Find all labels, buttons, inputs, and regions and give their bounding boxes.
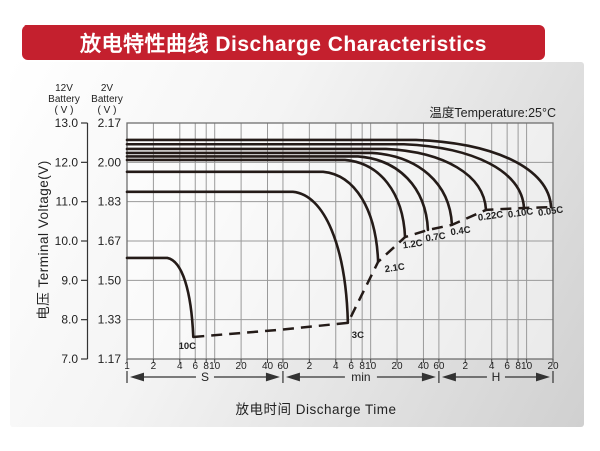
x-tick-label: 8 xyxy=(515,361,521,372)
discharge-curve-2.1C xyxy=(125,170,380,264)
y-tick-label-2v: 1.33 xyxy=(98,313,122,327)
x-tick-label: 8 xyxy=(203,361,209,372)
rate-label-2.1C: 2.1C xyxy=(384,262,406,276)
left-arrow-icon xyxy=(130,372,144,382)
x-tick-label: 10 xyxy=(365,361,377,372)
y-tick-label-2v: 2.00 xyxy=(98,155,122,169)
title-banner: 放电特性曲线 Discharge Characteristics xyxy=(22,25,545,60)
x-tick-label: 40 xyxy=(418,361,430,372)
y-axis-2v-header-line3: ( V ) xyxy=(98,105,117,116)
left-arrow-icon xyxy=(285,372,300,382)
discharge-curve-0.22C xyxy=(125,147,488,212)
rate-label-3C: 3C xyxy=(352,330,364,341)
page-title: 放电特性曲线 Discharge Characteristics xyxy=(80,32,487,56)
right-arrow-icon xyxy=(265,372,280,382)
y-tick-label-12v: 12.0 xyxy=(55,155,79,169)
discharge-curve-0.10C xyxy=(125,142,526,210)
y-tick-label-2v: 2.17 xyxy=(98,116,122,130)
x-tick-label: 10 xyxy=(209,361,221,372)
rate-label-0.05C: 0.05C xyxy=(537,204,564,218)
rate-label-0.7C: 0.7C xyxy=(425,231,447,245)
x-tick-label: 60 xyxy=(277,361,289,372)
banner-tail-shape xyxy=(24,25,60,41)
y-axis-12v-header-line2: Battery xyxy=(48,94,80,105)
x-tick-label: 4 xyxy=(489,361,495,372)
y-tick-label-12v: 8.0 xyxy=(61,313,78,327)
y-tick-label-2v: 1.17 xyxy=(98,352,122,366)
y-tick-label-2v: 1.83 xyxy=(98,195,122,209)
right-arrow-icon xyxy=(536,372,550,382)
y-tick-label-2v: 1.50 xyxy=(98,273,122,287)
y-axis-12v-header-line3: ( V ) xyxy=(55,105,74,116)
discharge-curve-10C xyxy=(125,256,195,339)
rate-label-1.2C: 1.2C xyxy=(402,238,424,252)
x-tick-label: 6 xyxy=(192,361,198,372)
y-tick-label-12v: 11.0 xyxy=(56,195,79,209)
y-tick-label-12v: 9.0 xyxy=(61,273,78,287)
cutoff-voltage-dashed-line xyxy=(193,205,552,339)
y-axis-title: 电压 Terminal Voltage(V) xyxy=(36,160,51,320)
x-axis-title: 放电时间 Discharge Time xyxy=(235,402,396,417)
x-tick-label: 2 xyxy=(463,361,469,372)
section-label-H: H xyxy=(492,370,501,384)
y-axis-2v-header-line2: Battery xyxy=(91,94,123,105)
x-tick-label: 4 xyxy=(177,361,183,372)
y-tick-label-12v: 13.0 xyxy=(55,116,79,130)
discharge-curve-0.4C xyxy=(125,151,454,227)
x-tick-label: 4 xyxy=(333,361,339,372)
section-label-min: min xyxy=(351,370,370,384)
x-tick-label: 2 xyxy=(151,361,157,372)
x-tick-label: 6 xyxy=(348,361,354,372)
x-tick-label: 40 xyxy=(262,361,274,372)
discharge-curve-0.7C xyxy=(125,155,430,232)
x-tick-label: 20 xyxy=(236,361,248,372)
y-axis-2v-header-line1: 2V xyxy=(101,83,114,94)
section-label-S: S xyxy=(201,370,209,384)
y-tick-label-12v: 7.0 xyxy=(61,352,78,366)
temperature-note: 温度Temperature:25°C xyxy=(429,105,556,120)
y-axis-12v-header-line1: 12V xyxy=(55,83,73,94)
right-arrow-icon xyxy=(421,372,436,382)
x-tick-label: 60 xyxy=(433,361,445,372)
rate-label-10C: 10C xyxy=(179,341,197,352)
plot-frame xyxy=(126,122,554,360)
discharge-curve-1.2C xyxy=(125,158,407,239)
discharge-curve-3C xyxy=(125,190,350,325)
x-tick-label: 1 xyxy=(124,361,130,372)
x-tick-label: 6 xyxy=(504,361,510,372)
x-tick-label: 20 xyxy=(547,361,559,372)
x-tick-label: 8 xyxy=(359,361,365,372)
discharge-curve-0.05C xyxy=(125,138,553,209)
x-tick-label: 20 xyxy=(391,361,403,372)
rate-label-0.22C: 0.22C xyxy=(477,209,504,223)
left-arrow-icon xyxy=(441,372,456,382)
x-tick-label: 2 xyxy=(307,361,313,372)
rate-label-0.4C: 0.4C xyxy=(450,225,472,239)
x-tick-label: 10 xyxy=(521,361,533,372)
rate-label-0.10C: 0.10C xyxy=(507,206,534,220)
y-tick-label-12v: 10.0 xyxy=(55,234,79,248)
y-tick-label-2v: 1.67 xyxy=(98,234,122,248)
